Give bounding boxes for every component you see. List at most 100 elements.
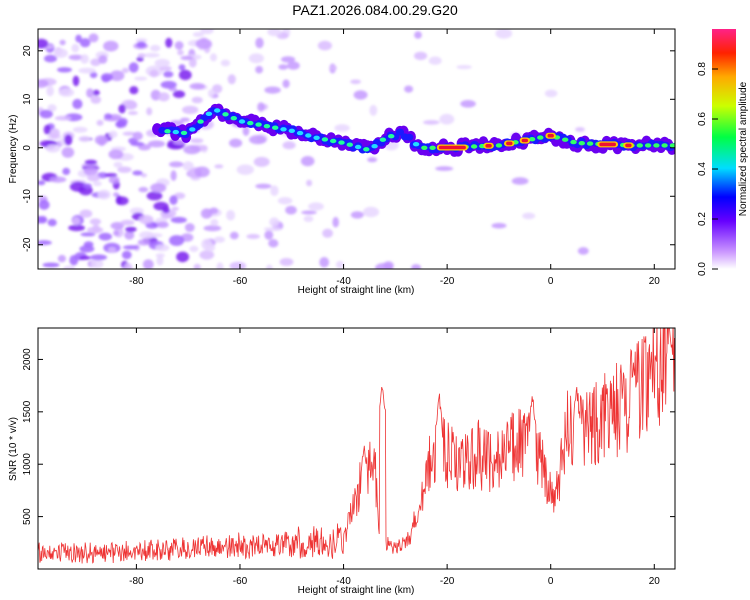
noise-blob (118, 104, 126, 114)
snr-frame (37, 327, 676, 570)
noise-blob (79, 245, 95, 253)
noise-blob (362, 206, 380, 218)
noise-blob (90, 58, 101, 67)
noise-blob (108, 247, 117, 253)
ridge-highlight (363, 147, 370, 152)
noise-blob (282, 79, 290, 88)
noise-blob (257, 102, 265, 112)
ridge-highlight (197, 119, 204, 124)
noise-blob (47, 104, 57, 112)
noise-blob (57, 67, 72, 73)
noise-blob (207, 89, 215, 98)
noise-blob (82, 183, 92, 189)
ridge-highlight (562, 137, 569, 142)
noise-blob (147, 140, 166, 148)
noise-blob (92, 224, 100, 234)
noise-blob (226, 210, 236, 221)
noise-blob (59, 39, 66, 46)
colorbar-tick-label: 0.8 (697, 62, 708, 76)
noise-blob (269, 217, 280, 227)
ridge-peak-red (599, 142, 616, 147)
noise-blob (308, 202, 324, 211)
noise-blob (189, 83, 206, 90)
ridge-peak-red (485, 144, 492, 148)
noise-blob (190, 138, 204, 144)
noise-blob (90, 95, 102, 104)
ridge-highlight (288, 128, 295, 133)
chart-title: PAZ1.2026.084.00.29.G20 (292, 2, 458, 18)
noise-blob (69, 181, 87, 192)
ridge-highlight (661, 143, 668, 148)
noise-blob (58, 88, 75, 97)
noise-blob (194, 166, 210, 178)
snr-ylabel: SNR (10 * v/v) (8, 417, 19, 481)
noise-blob (124, 230, 135, 240)
noise-blob (110, 222, 125, 230)
noise-blob (150, 183, 167, 193)
noise-blob (193, 263, 201, 269)
noise-blob (229, 138, 243, 148)
noise-blob (317, 40, 332, 51)
noise-blob (108, 130, 118, 139)
noise-blob (109, 70, 125, 81)
noise-blob (89, 218, 102, 225)
noise-blob (104, 113, 113, 119)
noise-blob (277, 197, 293, 205)
colorbar-gradient (712, 29, 736, 269)
ridge-highlight (164, 129, 171, 134)
noise-blob (84, 159, 98, 165)
noise-blob (78, 67, 96, 74)
noise-blob (120, 219, 135, 226)
noise-blob (200, 29, 214, 35)
x-tick-label: 20 (649, 276, 661, 287)
noise-blob (72, 126, 88, 133)
noise-blob (132, 131, 143, 141)
noise-blob (279, 258, 294, 266)
ridge-core (405, 133, 414, 141)
noise-blob (199, 250, 215, 260)
noise-blob (138, 214, 154, 225)
noise-blob (213, 236, 225, 243)
spectrogram-frame (37, 28, 676, 270)
y-tick-label: -10 (22, 189, 33, 204)
noise-blob (435, 166, 454, 171)
ridge-highlight (586, 141, 594, 146)
noise-blob (236, 164, 254, 175)
x-tick-label: 0 (548, 576, 554, 587)
noise-blob (69, 254, 79, 266)
x-tick-label: -20 (440, 576, 455, 587)
noise-blob (170, 170, 177, 181)
noise-blob (266, 264, 273, 269)
ridge-highlight (296, 130, 304, 136)
spectrogram-panel: -80 -60 -40 -20 0 20 -20 -10 0 10 20 Height of str… (8, 28, 676, 296)
noise-blob (220, 59, 231, 67)
colorbar-tick-label: 0.0 (697, 262, 708, 276)
noise-blob (253, 156, 270, 167)
noise-blob (350, 79, 361, 85)
x-tick-label: -80 (129, 576, 144, 587)
noise-blob (132, 170, 143, 176)
noise-blob (88, 33, 99, 43)
noise-blob (78, 135, 91, 143)
x-tick-label: -60 (233, 576, 248, 587)
noise-blob (169, 195, 178, 205)
noise-blob (263, 227, 282, 232)
noise-blob (42, 262, 60, 268)
ridge-highlight (570, 139, 577, 145)
noise-blob (456, 65, 472, 70)
ridge-highlight (371, 144, 378, 149)
noise-blob (92, 89, 100, 96)
noise-blob (156, 255, 164, 266)
ridge-highlight (379, 137, 387, 142)
y-tick-label: 10 (22, 93, 33, 105)
y-tick-label: 20 (22, 45, 33, 57)
noise-blob (195, 38, 212, 50)
spectrogram-ylabel: Frequency (Hz) (8, 115, 19, 184)
noise-blob (117, 166, 132, 173)
noise-blob (129, 86, 139, 95)
noise-blob (335, 260, 345, 269)
noise-blob (577, 247, 589, 255)
noise-blob (169, 161, 184, 168)
noise-blob (383, 261, 394, 269)
noise-blob (285, 205, 297, 215)
